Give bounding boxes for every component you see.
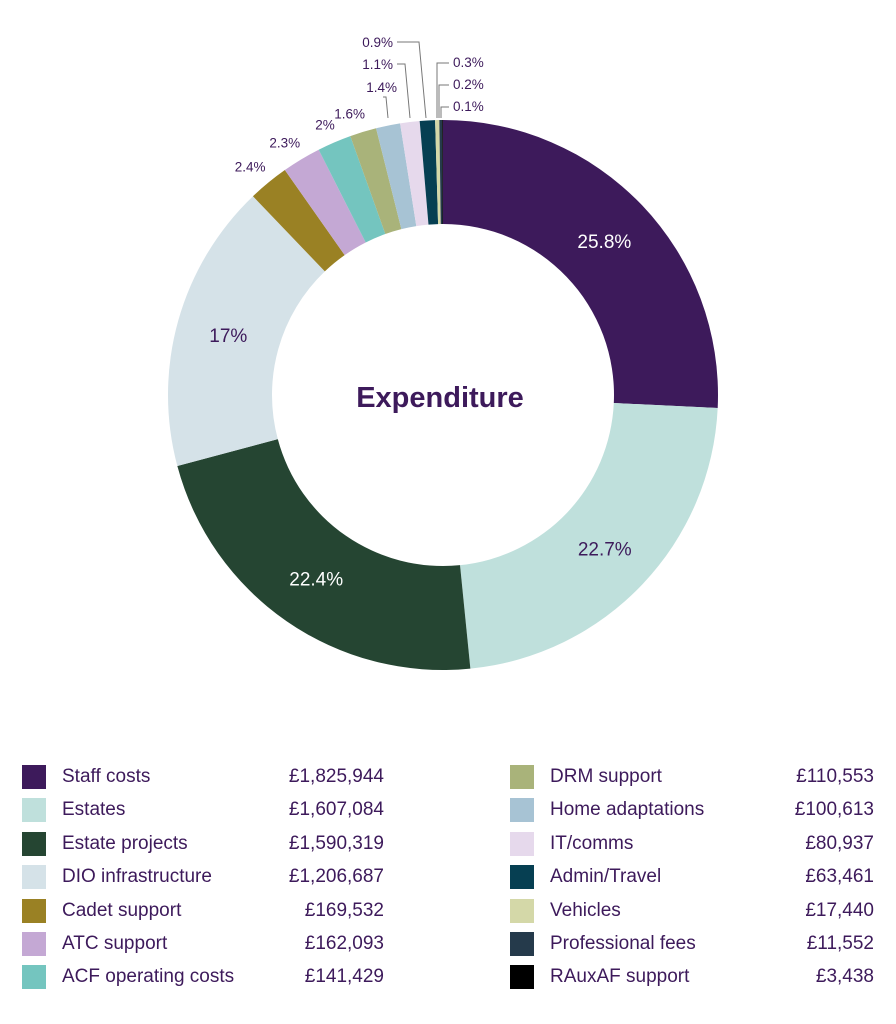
slice-dio-infrastructure xyxy=(168,196,325,467)
legend-label: Vehicles xyxy=(550,899,621,921)
legend-value: £1,206,687 xyxy=(288,866,384,888)
legend-label: Professional fees xyxy=(550,933,696,954)
legend-item-drm-support: DRM support £110,553 xyxy=(510,764,874,790)
percent-label-professional-fees: 0.2% xyxy=(453,77,484,92)
legend-swatch xyxy=(510,932,534,956)
legend-label: ACF operating costs xyxy=(62,966,235,988)
percent-label-dio-infrastructure: 17% xyxy=(209,326,247,347)
percent-label-estates: 22.7% xyxy=(578,539,632,560)
legend-swatch xyxy=(22,765,46,789)
legend-item-admin-travel: Admin/Travel £63,461 xyxy=(510,864,874,890)
legend-value: £1,825,944 xyxy=(288,766,384,787)
legend-label: Home adaptations xyxy=(550,799,705,821)
legend-item-professional-fees: Professional fees £11,552 xyxy=(510,931,874,957)
legend-value: £17,440 xyxy=(805,899,874,921)
legend-swatch xyxy=(22,932,46,956)
legend-swatch xyxy=(510,765,534,789)
legend-value: £1,607,084 xyxy=(288,799,384,821)
percent-label-acf-operating-costs: 2% xyxy=(315,118,335,133)
leader-line-rauxaf-support xyxy=(440,106,449,118)
legend-item-cadet-support: Cadet support £169,532 xyxy=(22,898,384,924)
slice-acf-operating-costs xyxy=(318,136,386,243)
slice-cadet-support xyxy=(252,170,345,272)
legend-value: £80,937 xyxy=(805,832,874,854)
legend-swatch xyxy=(510,831,534,856)
percent-label-admin-travel: 0.9% xyxy=(362,35,393,50)
legend-label: Admin/Travel xyxy=(550,866,662,888)
legend-label: Cadet support xyxy=(62,899,182,921)
legend-swatch xyxy=(510,865,534,890)
slice-admin-travel xyxy=(419,120,439,225)
percent-label-vehicles: 0.3% xyxy=(453,55,484,70)
percent-label-it-comms: 1.1% xyxy=(362,57,393,72)
legend-value: £11,552 xyxy=(806,933,874,954)
legend-swatch xyxy=(22,831,46,856)
legend-label: IT/comms xyxy=(550,832,634,854)
slice-atc-support xyxy=(284,149,366,256)
legend-value: £1,590,319 xyxy=(288,832,384,854)
legend-item-estates: Estates £1,607,084 xyxy=(22,797,384,823)
slice-drm-support xyxy=(350,128,402,235)
legend-swatch xyxy=(22,798,46,823)
percent-label-cadet-support: 2.4% xyxy=(235,160,266,175)
percent-label-estate-projects: 22.4% xyxy=(289,569,343,590)
legend-value: £100,613 xyxy=(794,799,874,821)
percent-label-atc-support: 2.3% xyxy=(269,135,300,150)
legend-value: £162,093 xyxy=(304,933,384,954)
legend-label: Estate projects xyxy=(62,832,188,854)
slice-rauxaf-support xyxy=(442,120,443,225)
legend-label: Estates xyxy=(62,799,126,821)
slice-it-comms xyxy=(400,120,429,227)
legend-label: Staff costs xyxy=(62,766,151,787)
legend-swatch xyxy=(22,898,46,923)
leader-line-admin-travel xyxy=(397,41,427,119)
percent-label-staff-costs: 25.8% xyxy=(577,232,631,253)
percent-label-rauxaf-support: 0.1% xyxy=(453,99,484,114)
slice-staff-costs xyxy=(443,120,719,408)
legend-swatch xyxy=(510,965,534,990)
legend-value: £63,461 xyxy=(805,866,874,888)
legend-value: £3,438 xyxy=(815,966,874,988)
legend-item-acf-operating-costs: ACF operating costs £141,429 xyxy=(22,964,384,990)
percent-label-drm-support: 1.6% xyxy=(334,106,365,121)
percent-label-home-adaptations: 1.4% xyxy=(366,80,397,95)
slice-vehicles xyxy=(435,120,441,225)
legend-value: £110,553 xyxy=(796,766,874,787)
leader-line-vehicles xyxy=(436,62,449,118)
legend-item-dio-infrastructure: DIO infrastructure £1,206,687 xyxy=(22,864,384,890)
legend-item-atc-support: ATC support £162,093 xyxy=(22,931,384,957)
leader-line-it-comms xyxy=(397,63,411,119)
legend-item-vehicles: Vehicles £17,440 xyxy=(510,898,874,924)
legend-swatch xyxy=(510,898,534,923)
donut-chart: 25.8% 22.7% 22.4% 17% 2.4%2.3% 2%1.6%1.4% 1.1%… xyxy=(168,35,719,670)
legend-item-staff-costs: Staff costs £1,825,944 xyxy=(22,764,384,790)
legend-label: ATC support xyxy=(62,933,168,954)
legend-swatch xyxy=(22,865,46,890)
legend-label: DRM support xyxy=(550,766,662,787)
legend-item-estate-projects: Estate projects £1,590,319 xyxy=(22,831,384,857)
legend-swatch xyxy=(22,965,46,990)
legend-item-rauxaf-support: RAuxAF support £3,438 xyxy=(510,964,874,990)
slice-home-adaptations xyxy=(376,123,417,230)
legend-value: £141,429 xyxy=(304,966,384,988)
slice-professional-fees xyxy=(439,120,443,225)
legend-item-it-comms: IT/comms £80,937 xyxy=(510,831,874,857)
legend-item-home-adaptations: Home adaptations £100,613 xyxy=(510,797,874,823)
slice-estates xyxy=(460,403,718,669)
legend-label: RAuxAF support xyxy=(550,966,690,988)
legend-label: DIO infrastructure xyxy=(62,866,212,888)
legend-value: £169,532 xyxy=(304,899,384,921)
leader-line-professional-fees xyxy=(438,84,449,118)
chart-title: Expenditure xyxy=(356,382,524,414)
legend-swatch xyxy=(510,798,534,823)
leader-line-home-adaptations xyxy=(383,96,389,119)
slice-estate-projects xyxy=(177,439,471,670)
